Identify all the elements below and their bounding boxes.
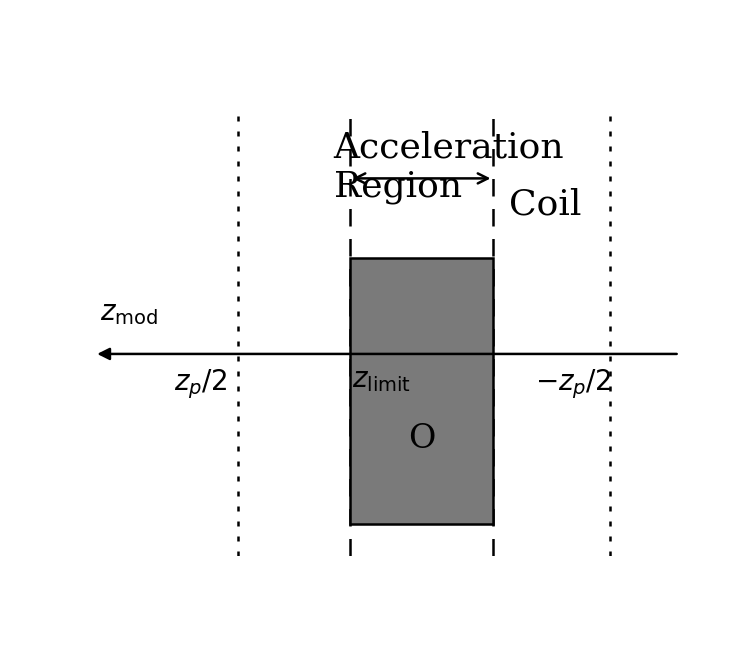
Text: $-z_p/2$: $-z_p/2$ bbox=[535, 367, 612, 401]
Text: O: O bbox=[408, 423, 435, 455]
Text: $z_{\rm mod}$: $z_{\rm mod}$ bbox=[100, 300, 158, 327]
Bar bbox=[350, 258, 493, 524]
Text: $z_p/2$: $z_p/2$ bbox=[174, 367, 227, 401]
Text: Coil: Coil bbox=[510, 188, 582, 222]
Text: $z_{\rm limit}$: $z_{\rm limit}$ bbox=[353, 367, 411, 394]
Text: Acceleration
Region: Acceleration Region bbox=[334, 131, 565, 205]
